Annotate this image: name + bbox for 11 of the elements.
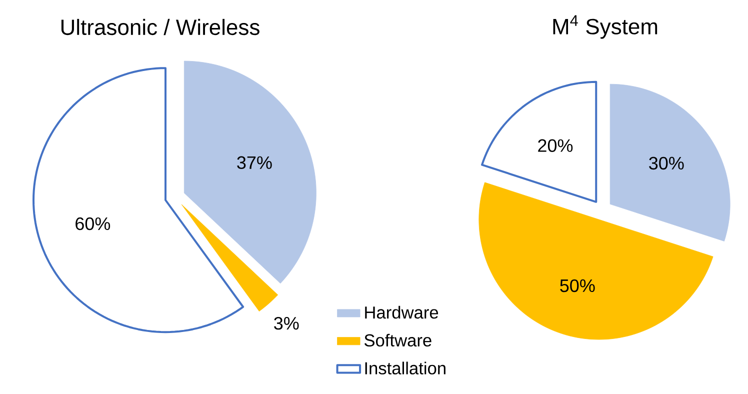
data-label: 3%: [274, 316, 299, 330]
data-label: 60%: [76, 217, 110, 230]
legend-label: Software: [364, 334, 432, 347]
chart-title: M$^{4}$ System: [553, 15, 658, 39]
legend-label: Installation: [365, 362, 446, 374]
chart-title: Ultrasonic / Wireless: [61, 18, 260, 36]
data-label: 20%: [538, 139, 573, 152]
data-label: 37%: [237, 156, 272, 169]
legend-label: Hardware: [365, 306, 438, 319]
data-label: 50%: [560, 279, 595, 292]
data-label: 30%: [649, 156, 684, 170]
